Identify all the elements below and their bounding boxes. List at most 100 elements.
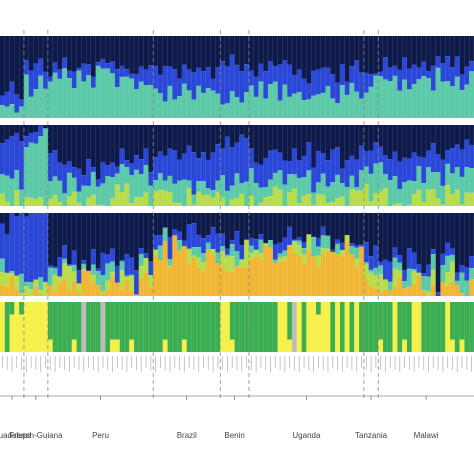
bar-segment	[177, 96, 183, 118]
bar-segment	[4, 201, 10, 206]
bar-segment	[134, 155, 140, 170]
bar-segment	[186, 224, 192, 249]
bar-segment	[296, 177, 302, 204]
bar-segment	[143, 85, 149, 118]
sample-label-mark	[11, 356, 13, 372]
bar-segment	[129, 213, 135, 258]
bar-segment	[335, 213, 341, 240]
bar-segment	[387, 213, 393, 262]
bar-segment	[38, 294, 44, 296]
bar-segment	[383, 79, 389, 118]
bar-segment	[450, 36, 456, 68]
bar-segment	[368, 36, 374, 75]
bar-segment	[344, 94, 350, 118]
bar-segment	[301, 78, 307, 101]
bar-segment	[272, 213, 278, 245]
bar-segment	[440, 185, 446, 205]
bar-segment	[430, 269, 436, 285]
bar-segment	[162, 227, 168, 229]
bar-segment	[205, 88, 211, 118]
bar-segment	[90, 171, 96, 195]
bar-segment	[239, 302, 245, 352]
bar-segment	[363, 125, 369, 151]
bar-segment	[67, 264, 73, 266]
bar-segment	[9, 276, 15, 296]
sample-label-mark	[150, 356, 152, 370]
sample-label-mark	[45, 356, 46, 368]
bar-segment	[469, 168, 474, 193]
bar-segment	[344, 213, 350, 236]
bar-segment	[248, 70, 254, 86]
bar-segment	[124, 125, 130, 161]
bar-segment	[464, 84, 470, 118]
bar-segment	[383, 213, 389, 260]
bar-segment	[368, 285, 374, 296]
bar-segment	[167, 267, 173, 296]
bar-segment	[277, 64, 283, 101]
bar-segment	[138, 302, 144, 352]
bar-segment	[363, 166, 369, 185]
bar-segment	[363, 242, 369, 263]
bar-segment	[239, 71, 245, 103]
bar-segment	[81, 81, 87, 118]
bar-segment	[320, 173, 326, 195]
bar-segment	[76, 202, 82, 206]
sample-label-mark	[332, 356, 334, 368]
bar-segment	[344, 235, 350, 242]
bar-segment	[43, 128, 49, 206]
bar-segment	[186, 213, 192, 225]
sample-label-mark	[418, 356, 420, 368]
bar-segment	[445, 125, 451, 151]
bar-segment	[450, 213, 456, 249]
bar-segment	[253, 76, 259, 97]
bar-segment	[105, 263, 111, 281]
bar-segment	[57, 257, 63, 277]
bar-segment	[86, 185, 92, 198]
bar-segment	[57, 213, 63, 258]
bar-segment	[105, 68, 111, 118]
bar-segment	[469, 256, 474, 269]
bar-segment	[368, 272, 374, 286]
bar-segment	[124, 275, 130, 277]
bar-segment	[57, 180, 63, 202]
bar-segment	[464, 213, 470, 268]
bar-segment	[445, 150, 451, 164]
bar-segment	[430, 213, 436, 250]
bar-segment	[296, 302, 302, 352]
bar-segment	[110, 302, 116, 340]
bar-segment	[9, 273, 15, 277]
bar-segment	[67, 78, 73, 118]
bar-segment	[23, 213, 29, 217]
bar-segment	[282, 125, 288, 161]
bar-segment	[148, 84, 154, 118]
bar-segment	[296, 203, 302, 206]
bar-segment	[33, 286, 39, 296]
bar-segment	[411, 269, 417, 272]
bar-segment	[148, 286, 154, 296]
bar-segment	[181, 36, 187, 65]
bar-segment	[71, 167, 77, 178]
bar-segment	[134, 125, 140, 156]
bar-segment	[143, 69, 149, 86]
bar-segment	[134, 36, 140, 75]
bar-segment	[153, 235, 159, 250]
bar-segment	[4, 302, 10, 352]
bar-segment	[234, 251, 240, 267]
bar-segment	[392, 213, 398, 248]
bar-segment	[215, 93, 221, 118]
bar-segment	[445, 185, 451, 206]
bar-segment	[0, 193, 5, 206]
bar-segment	[311, 204, 317, 206]
bar-segment	[47, 302, 53, 340]
bar-segment	[43, 36, 49, 72]
bar-segment	[90, 87, 96, 118]
bar-segment	[316, 266, 321, 296]
bar-segment	[325, 251, 331, 296]
bar-segment	[38, 75, 44, 118]
bar-segment	[316, 36, 321, 70]
sample-label-mark	[452, 356, 453, 370]
bar-segment	[14, 36, 20, 95]
bar-segment	[339, 125, 345, 169]
bar-segment	[162, 125, 168, 156]
bar-segment	[263, 197, 269, 206]
